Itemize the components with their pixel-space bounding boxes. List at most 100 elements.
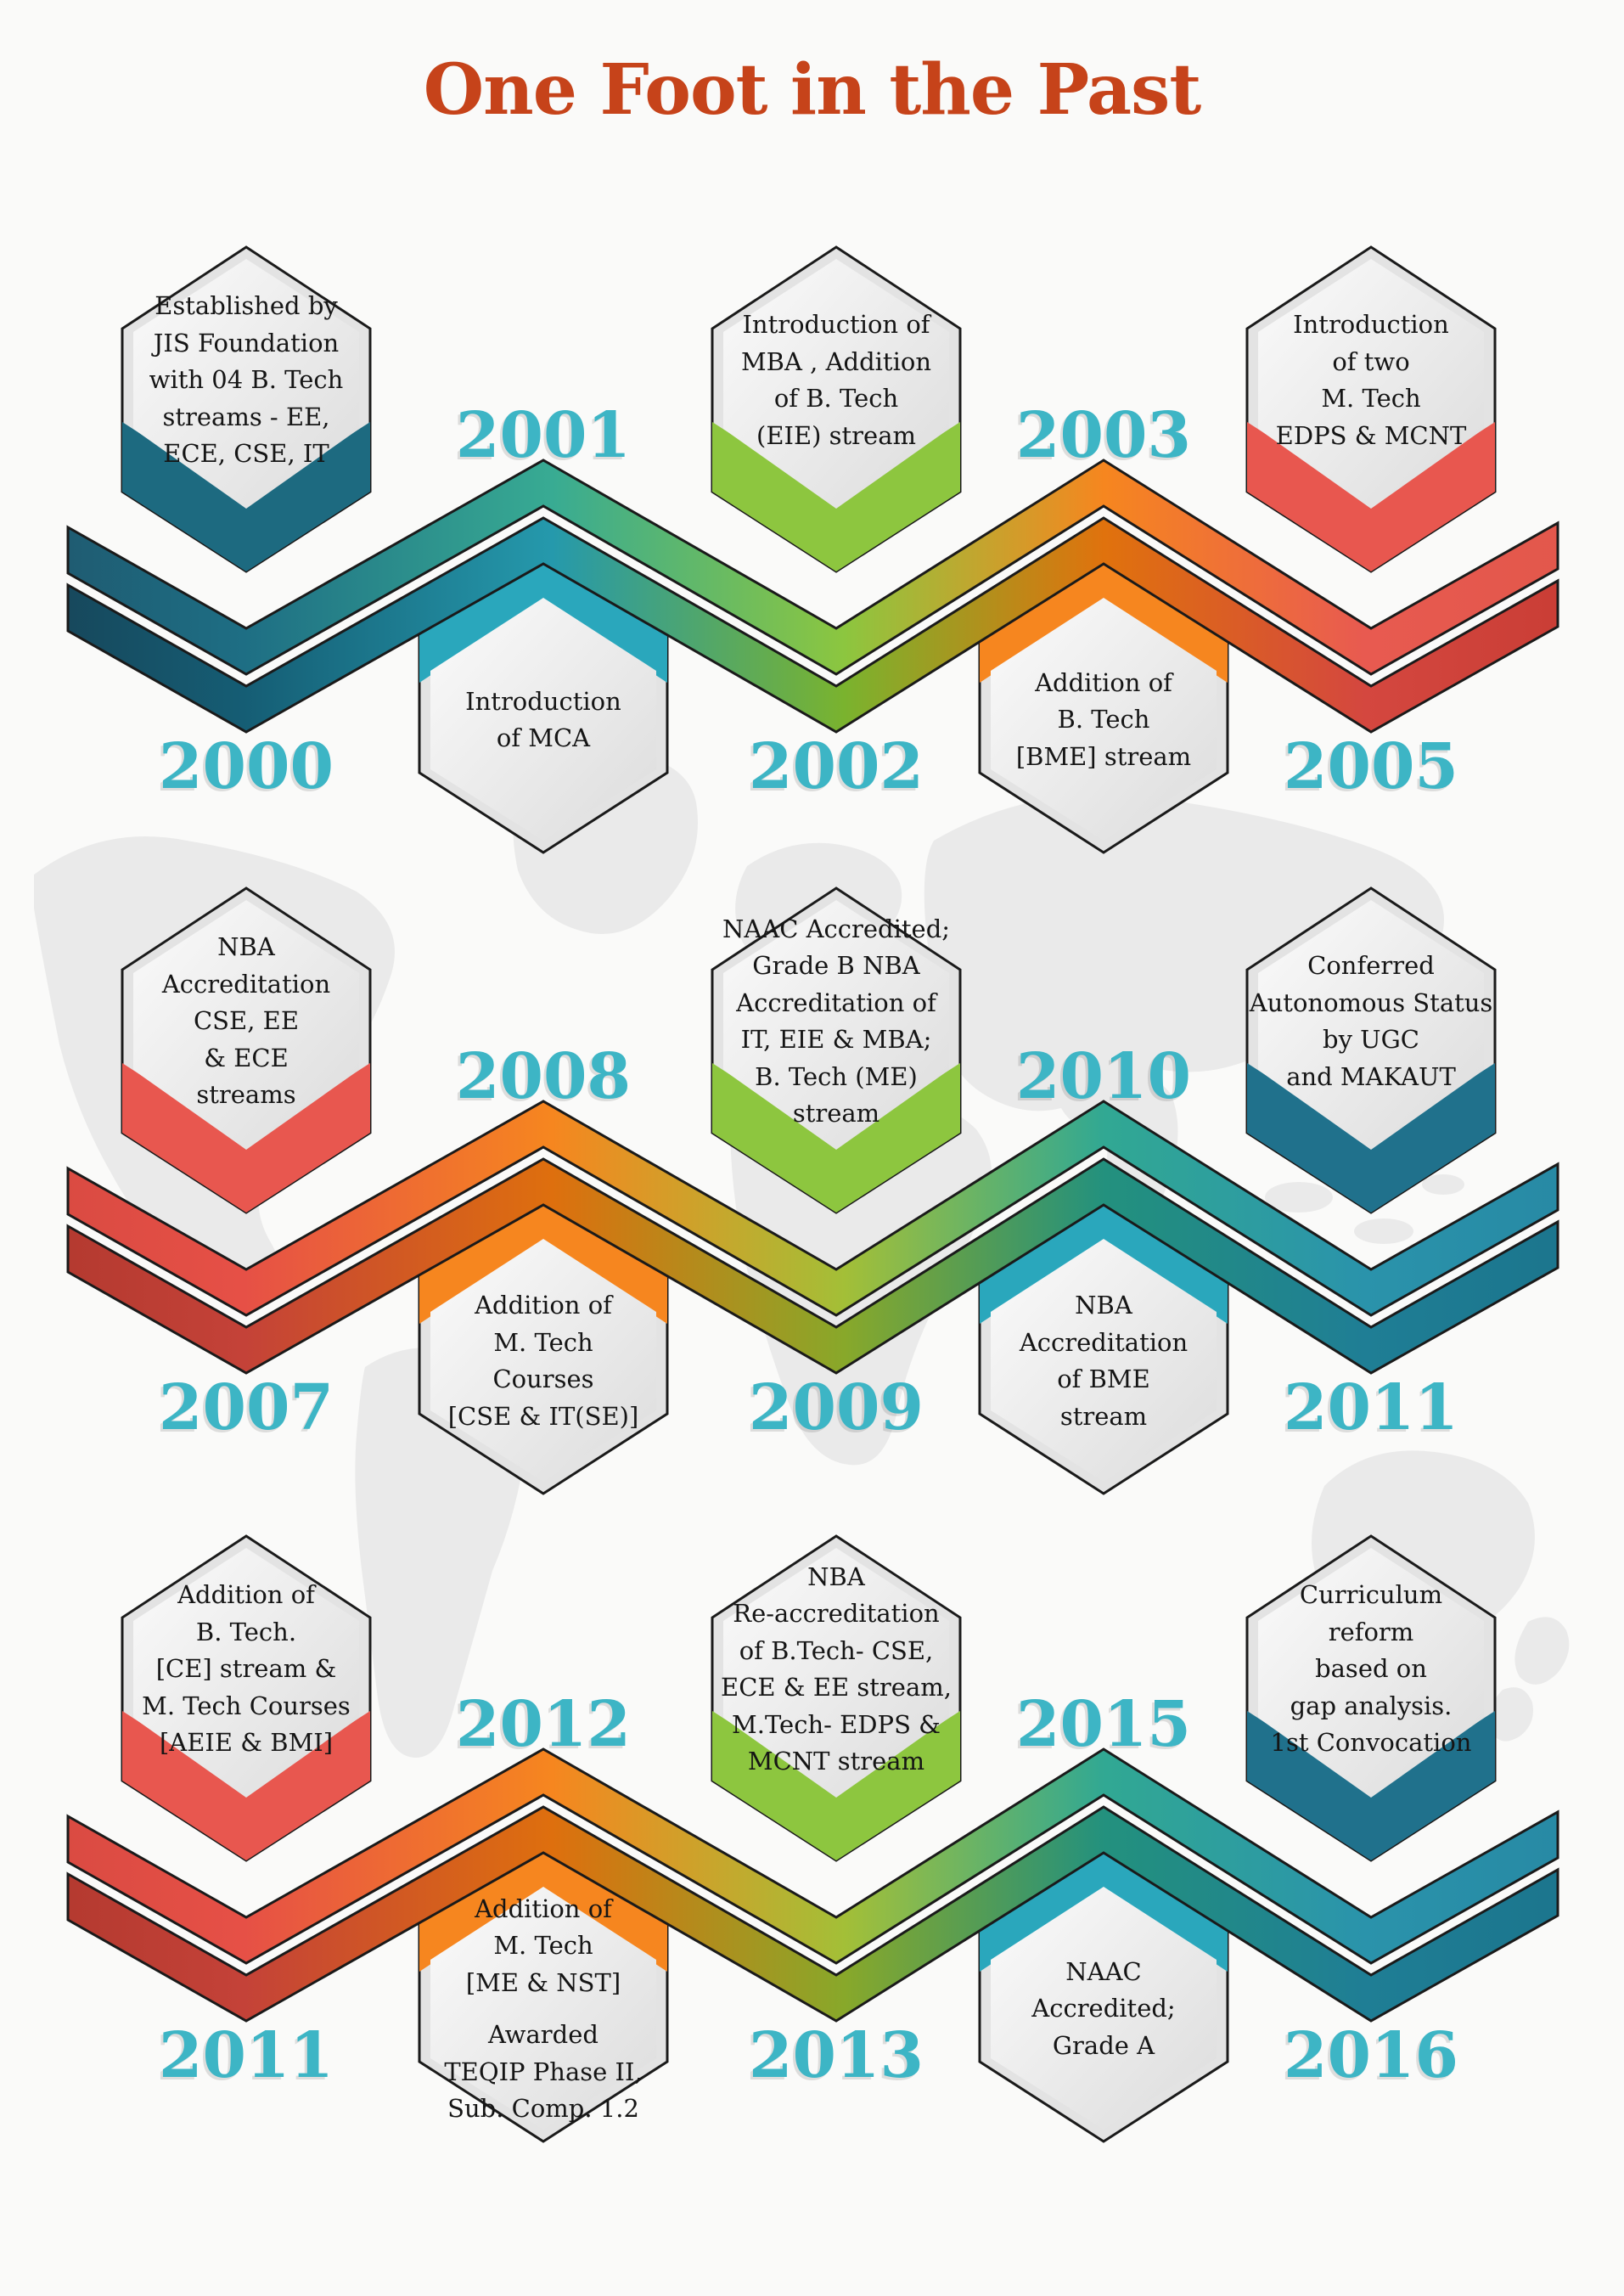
milestone-text-line: Introduction <box>1293 310 1449 339</box>
milestone-text-line: M. Tech Courses <box>142 1691 351 1720</box>
milestone-text-line: Grade A <box>1052 2030 1155 2060</box>
milestone-text-line: Accredited; <box>1031 1994 1176 2023</box>
milestone-text: Introduction of MCA <box>424 594 662 846</box>
hexagon-shape <box>121 886 372 1214</box>
milestone-hexagon: NBA Re-accreditation of B.Tech- CSE, ECE & … <box>709 1533 964 1864</box>
milestone-text: NBA Accreditation CSE, EE & ECE streams <box>127 895 365 1148</box>
hexagon-accent-band <box>1247 1711 1495 1860</box>
milestone-text-line: B. Tech. <box>195 1617 297 1646</box>
hexagon-shape <box>711 245 962 573</box>
milestone-text-line: & ECE <box>204 1043 289 1072</box>
hexagon-accent-band <box>122 1711 370 1860</box>
milestone-text-line: Accreditation <box>1019 1327 1188 1357</box>
year-label: 2008 <box>456 1040 631 1113</box>
milestone-hexagon: Introduction of MBA , Addition of B. Tech (… <box>709 244 964 575</box>
milestone-text-line: Addition of <box>475 1894 612 1923</box>
page-title: One Foot in the Past <box>423 49 1201 131</box>
milestone-text-line: Awarded <box>488 2020 598 2049</box>
year-label: 2011 <box>159 2019 334 2092</box>
milestone-text-line: Conferred <box>1307 951 1435 980</box>
hexagon-accent-band <box>712 1063 960 1213</box>
milestone-text-line: [CE] stream & <box>155 1654 337 1684</box>
milestone-text-line: of two <box>1332 346 1410 376</box>
year-label: 2000 <box>159 730 334 803</box>
milestone-hexagon: Addition of B. Tech [BME] stream <box>976 525 1231 856</box>
milestone-text-line: Accreditation of <box>736 988 936 1017</box>
year-label: 2009 <box>749 1371 924 1444</box>
milestone-text: Addition of B. Tech. [CE] stream & M. Tech … <box>127 1543 365 1796</box>
milestone-text-line: [CSE & IT(SE)] <box>447 1401 639 1431</box>
milestone-text-line: EDPS & MCNT <box>1275 420 1467 450</box>
milestone-text-line: NBA <box>1075 1291 1132 1320</box>
milestone-hexagon: Introduction of two M. Tech EDPS & MCNT <box>1244 244 1498 575</box>
timeline-ribbon-1 <box>66 459 1559 676</box>
milestone-text-line: CSE, EE <box>193 1006 299 1036</box>
milestone-text-line: with 04 B. Tech <box>149 365 344 395</box>
milestone-text-line: of MCA <box>496 723 591 752</box>
milestone-hexagon: Curriculum reform based on gap analysis. 1st… <box>1244 1533 1498 1864</box>
milestone-text-line: and MAKAUT <box>1286 1061 1456 1091</box>
milestone-text-line: Established by <box>155 291 338 321</box>
timeline-ribbon-echo-3 <box>66 1805 1559 2023</box>
year-label: 2016 <box>1284 2019 1458 2092</box>
milestone-text-line: streams - EE, <box>162 402 330 431</box>
milestone-text-line: [BME] stream <box>1015 741 1192 771</box>
milestone-text-line: Introduction <box>465 686 621 716</box>
milestone-text-line: B. Tech (ME) <box>755 1061 918 1091</box>
milestone-text-line: NBA <box>217 932 275 962</box>
milestone-text-line: NAAC <box>1065 1956 1142 1986</box>
milestone-hexagon: Conferred Autonomous Status by UGC and MAKA… <box>1244 885 1498 1216</box>
year-label: 2005 <box>1284 730 1458 803</box>
milestone-text: NBA Re-accreditation of B.Tech- CSE, ECE & … <box>717 1543 955 1796</box>
milestone-text-line: Re-accreditation <box>733 1599 940 1628</box>
timeline-ribbon-2 <box>66 1100 1559 1317</box>
milestone-text: NBA Accreditation of BME stream <box>985 1235 1222 1487</box>
milestone-text-line: ECE & EE stream, <box>721 1673 952 1702</box>
milestone-hexagon: Established by JIS Foundation with 04 B. T… <box>119 244 374 575</box>
hexagon-accent-band <box>122 1063 370 1213</box>
milestone-hexagon: NBA Accreditation CSE, EE & ECE streams <box>119 885 374 1216</box>
milestone-text: Conferred Autonomous Status by UGC and MAKA… <box>1250 895 1493 1148</box>
hexagon-shape <box>711 886 962 1214</box>
milestone-text: Introduction of MBA , Addition of B. Tech (… <box>717 254 955 507</box>
milestone-text-line: Curriculum <box>1299 1580 1443 1610</box>
milestone-text: Established by JIS Foundation with 04 B. T… <box>127 254 365 507</box>
hexagon-accent-band <box>712 422 960 571</box>
year-label: 2010 <box>1016 1040 1191 1113</box>
milestone-text-line: JIS Foundation <box>153 328 340 357</box>
hexagon-accent-band <box>712 1711 960 1860</box>
milestone-text-line: Addition of <box>1035 667 1172 697</box>
milestone-text-line: Courses <box>492 1365 594 1393</box>
milestone-text-line: IT, EIE & MBA; <box>740 1025 932 1054</box>
milestone-text-line: TEQIP Phase II, <box>444 2057 643 2086</box>
milestone-text-line: M.Tech- EDPS & <box>732 1709 941 1739</box>
milestone-text-line: NBA <box>807 1562 865 1591</box>
timeline-ribbon-3 <box>66 1747 1559 1965</box>
milestone-text-line: (EIE) stream <box>756 420 916 450</box>
hexagon-accent-band <box>1247 422 1495 571</box>
milestone-text-line: by UGC <box>1323 1025 1419 1054</box>
hexagon-accent-band <box>122 422 370 571</box>
hexagon-shape <box>711 1534 962 1862</box>
milestone-hexagon: NAAC Accredited; Grade A <box>976 1814 1231 2145</box>
year-label: 2011 <box>1284 1371 1458 1444</box>
milestone-text: Curriculum reform based on gap analysis. 1st… <box>1252 1543 1490 1796</box>
year-label: 2003 <box>1016 399 1191 472</box>
milestone-text: NAAC Accredited; Grade A <box>985 1883 1222 2135</box>
milestone-text-line: [AEIE & BMI] <box>159 1728 334 1758</box>
year-label: 2013 <box>749 2019 924 2092</box>
year-label: 2002 <box>749 730 924 803</box>
milestone-text: Addition of B. Tech [BME] stream <box>985 594 1222 846</box>
milestone-text-line: gap analysis. <box>1290 1691 1453 1720</box>
year-label: 2012 <box>456 1688 631 1761</box>
year-label: 2015 <box>1016 1688 1191 1761</box>
milestone-text-line: stream <box>792 1099 880 1128</box>
milestone-text-line: M. Tech <box>493 1327 593 1357</box>
milestone-text-line: [ME & NST] <box>465 1967 621 1997</box>
milestone-text-line: MCNT stream <box>747 1747 925 1775</box>
timeline-ribbon-echo-2 <box>66 1157 1559 1375</box>
milestone-text-line: M. Tech <box>493 1931 593 1960</box>
milestone-text-line: Addition of <box>475 1291 612 1320</box>
timeline-ribbon-echo-1 <box>66 516 1559 734</box>
